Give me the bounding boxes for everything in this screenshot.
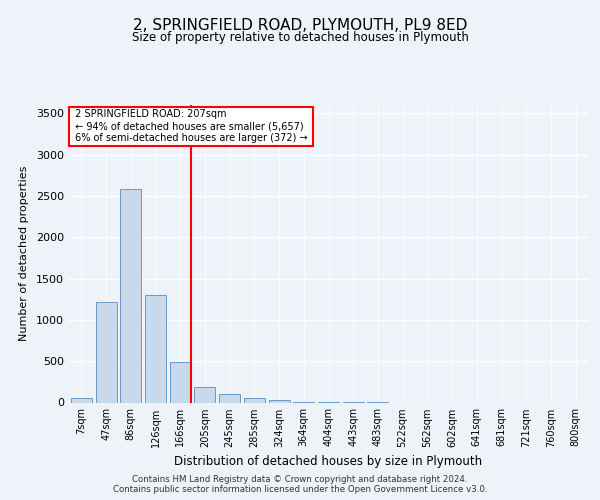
Text: Contains HM Land Registry data © Crown copyright and database right 2024.: Contains HM Land Registry data © Crown c… [132, 475, 468, 484]
Bar [120, 190, 141, 402]
Bar [269, 400, 290, 402]
Bar [194, 387, 215, 402]
Bar [71, 398, 92, 402]
Bar [244, 398, 265, 402]
Text: Contains public sector information licensed under the Open Government Licence v3: Contains public sector information licen… [113, 485, 487, 494]
Text: 2, SPRINGFIELD ROAD, PLYMOUTH, PL9 8ED: 2, SPRINGFIELD ROAD, PLYMOUTH, PL9 8ED [133, 18, 467, 32]
X-axis label: Distribution of detached houses by size in Plymouth: Distribution of detached houses by size … [175, 455, 482, 468]
Text: 2 SPRINGFIELD ROAD: 207sqm
 ← 94% of detached houses are smaller (5,657)
 6% of : 2 SPRINGFIELD ROAD: 207sqm ← 94% of deta… [71, 110, 310, 142]
Y-axis label: Number of detached properties: Number of detached properties [19, 166, 29, 342]
Bar [95, 302, 116, 402]
Bar [145, 295, 166, 403]
Text: Size of property relative to detached houses in Plymouth: Size of property relative to detached ho… [131, 31, 469, 44]
Bar [170, 362, 191, 403]
Bar [219, 394, 240, 402]
